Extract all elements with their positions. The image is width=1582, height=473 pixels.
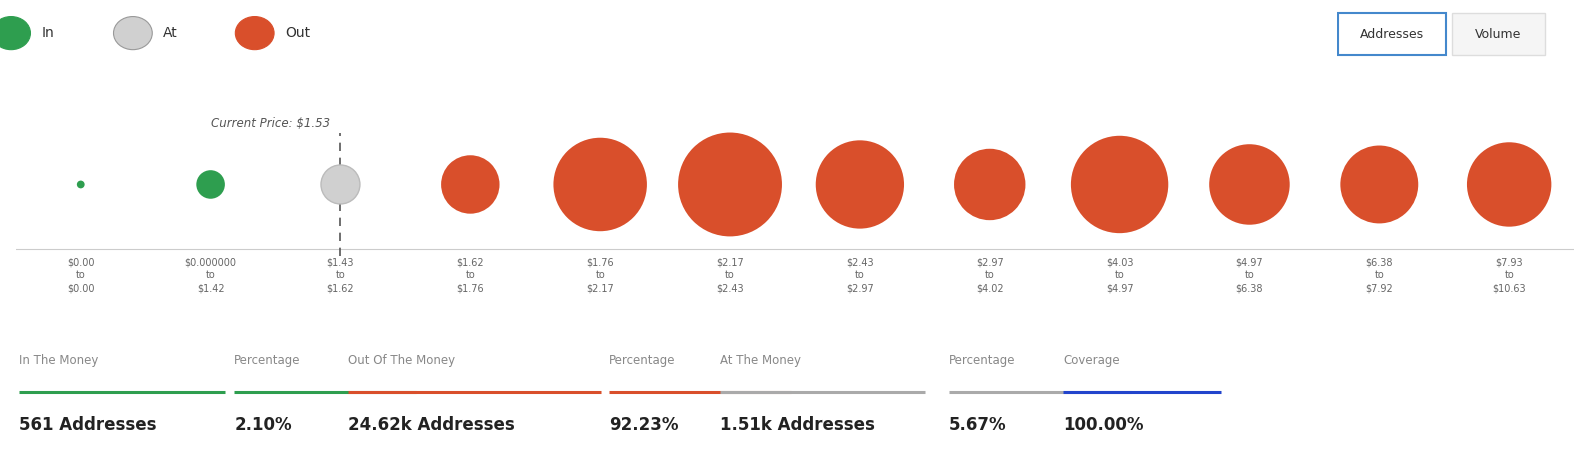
Ellipse shape <box>1209 144 1289 225</box>
Text: 561 Addresses: 561 Addresses <box>19 416 157 434</box>
Ellipse shape <box>679 132 782 236</box>
Text: $2.43
to
$2.97: $2.43 to $2.97 <box>846 257 873 294</box>
Circle shape <box>0 17 30 50</box>
Text: $2.97
to
$4.02: $2.97 to $4.02 <box>976 257 1003 294</box>
Text: $1.62
to
$1.76: $1.62 to $1.76 <box>457 257 484 294</box>
Text: In The Money: In The Money <box>19 354 98 368</box>
Text: 100.00%: 100.00% <box>1063 416 1144 434</box>
Text: $4.97
to
$6.38: $4.97 to $6.38 <box>1236 257 1264 294</box>
Ellipse shape <box>196 170 225 199</box>
Text: $7.93
to
$10.63: $7.93 to $10.63 <box>1492 257 1527 294</box>
Text: Volume: Volume <box>1474 28 1522 41</box>
Text: $2.17
to
$2.43: $2.17 to $2.43 <box>717 257 744 294</box>
Text: Current Price: $1.53: Current Price: $1.53 <box>210 117 331 130</box>
Ellipse shape <box>1340 146 1419 223</box>
Text: 1.51k Addresses: 1.51k Addresses <box>720 416 875 434</box>
Text: 92.23%: 92.23% <box>609 416 679 434</box>
FancyBboxPatch shape <box>1452 13 1546 55</box>
Text: Out: Out <box>285 26 310 40</box>
Circle shape <box>114 17 152 50</box>
Text: $1.76
to
$2.17: $1.76 to $2.17 <box>587 257 614 294</box>
Ellipse shape <box>441 155 500 214</box>
Text: $6.38
to
$7.92: $6.38 to $7.92 <box>1365 257 1394 294</box>
Text: In: In <box>41 26 54 40</box>
Text: 24.62k Addresses: 24.62k Addresses <box>348 416 514 434</box>
Text: Percentage: Percentage <box>949 354 1016 368</box>
FancyBboxPatch shape <box>1338 13 1446 55</box>
Text: At The Money: At The Money <box>720 354 800 368</box>
Ellipse shape <box>1467 142 1552 227</box>
Text: Percentage: Percentage <box>234 354 301 368</box>
Ellipse shape <box>1071 136 1168 233</box>
Ellipse shape <box>954 149 1025 220</box>
Ellipse shape <box>554 138 647 231</box>
Ellipse shape <box>78 181 85 188</box>
Text: Out Of The Money: Out Of The Money <box>348 354 456 368</box>
Text: Coverage: Coverage <box>1063 354 1120 368</box>
Ellipse shape <box>321 165 361 204</box>
Text: 2.10%: 2.10% <box>234 416 291 434</box>
Text: Percentage: Percentage <box>609 354 676 368</box>
Circle shape <box>236 17 274 50</box>
Text: At: At <box>163 26 179 40</box>
Text: $1.43
to
$1.62: $1.43 to $1.62 <box>326 257 354 294</box>
Text: 5.67%: 5.67% <box>949 416 1006 434</box>
Text: Addresses: Addresses <box>1361 28 1424 41</box>
Ellipse shape <box>816 140 903 228</box>
Text: $0.00
to
$0.00: $0.00 to $0.00 <box>66 257 95 294</box>
Text: $0.000000
to
$1.42: $0.000000 to $1.42 <box>185 257 237 294</box>
Text: $4.03
to
$4.97: $4.03 to $4.97 <box>1106 257 1133 294</box>
